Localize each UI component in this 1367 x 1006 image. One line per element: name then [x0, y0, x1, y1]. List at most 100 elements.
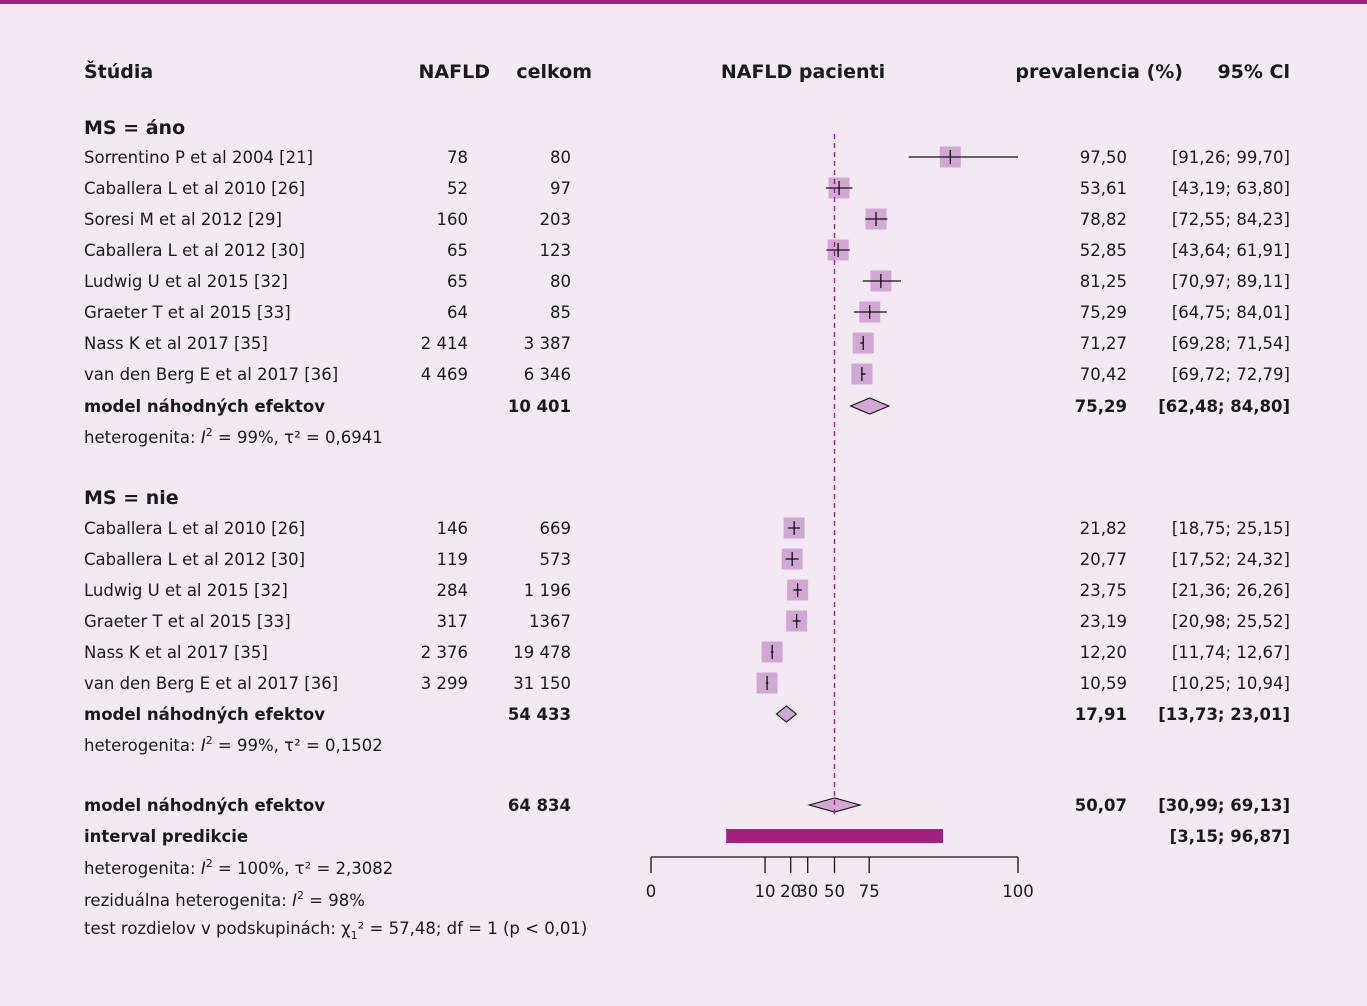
study-name: Ludwig U et al 2015 [32] [84, 272, 288, 291]
overall-heterogeneity-i2-sup: 2 [206, 857, 213, 870]
residual-heterogeneity: reziduálna heterogenita: I2 = 98% [84, 889, 365, 910]
study-ci: [69,72; 72,79] [1172, 365, 1290, 384]
subgroup-test: test rozdielov v podskupinách: χ1² = 57,… [84, 919, 587, 942]
study-name: Nass K et al 2017 [35] [84, 643, 268, 662]
x-axis-tick-label: 20 [780, 882, 801, 901]
study-total: 31 150 [513, 674, 571, 693]
study-ci: [64,75; 84,01] [1172, 303, 1290, 322]
summary-prevalence: 75,29 [1075, 397, 1127, 416]
study-nafld: 146 [437, 519, 469, 538]
summary-label: model náhodných efektov [84, 397, 325, 416]
study-nafld: 65 [447, 241, 468, 260]
study-nafld: 64 [447, 303, 468, 322]
study-nafld: 2 414 [421, 334, 468, 353]
study-prevalence: 70,42 [1080, 365, 1127, 384]
heterogeneity-note-rest: = 99%, τ² = 0,1502 [213, 736, 383, 755]
residual-heterogeneity-rest: = 98% [304, 891, 365, 910]
x-axis-tick-label: 10 [755, 882, 776, 901]
study-nafld: 284 [437, 581, 469, 600]
study-total: 19 478 [513, 643, 571, 662]
study-ci: [20,98; 25,52] [1172, 612, 1290, 631]
study-name: van den Berg E et al 2017 [36] [84, 674, 338, 693]
top-accent-bar [0, 0, 1367, 4]
study-name: Graeter T et al 2015 [33] [84, 612, 291, 631]
x-axis-tick-label: 75 [859, 882, 880, 901]
study-nafld: 52 [447, 179, 468, 198]
prediction-interval-bar [726, 829, 943, 843]
overall-heterogeneity: heterogenita: I2 = 100%, τ² = 2,3082 [84, 857, 393, 878]
heterogeneity-note-rest: = 99%, τ² = 0,6941 [213, 428, 383, 447]
summary-ci: [13,73; 23,01] [1158, 705, 1290, 724]
study-prevalence: 52,85 [1080, 241, 1127, 260]
summary-diamond [775, 705, 798, 723]
study-total: 203 [540, 210, 572, 229]
study-ci: [72,55; 84,23] [1172, 210, 1290, 229]
study-ci: [21,36; 26,26] [1172, 581, 1290, 600]
study-prevalence: 21,82 [1080, 519, 1127, 538]
study-nafld: 78 [447, 148, 468, 167]
heterogeneity-note: heterogenita: I2 = 99%, τ² = 0,6941 [84, 426, 383, 447]
study-ci: [11,74; 12,67] [1172, 643, 1290, 662]
x-axis-tick-label: 100 [1002, 882, 1034, 901]
study-name: Caballera L et al 2012 [30] [84, 241, 305, 260]
header-total: celkom [516, 61, 592, 83]
study-prevalence: 75,29 [1080, 303, 1127, 322]
heterogeneity-note-prefix: heterogenita: [84, 736, 201, 755]
study-prevalence: 10,59 [1080, 674, 1127, 693]
header-study: Štúdia [84, 59, 153, 83]
group-title: MS = nie [84, 487, 179, 509]
study-ci: [10,25; 10,94] [1172, 674, 1290, 693]
header-nafld: NAFLD [419, 61, 490, 83]
study-nafld: 317 [437, 612, 469, 631]
x-axis-tick-label: 50 [824, 882, 845, 901]
study-prevalence: 97,50 [1080, 148, 1127, 167]
study-nafld: 119 [437, 550, 469, 569]
summary-label: model náhodných efektov [84, 705, 325, 724]
prediction-label: interval predikcie [84, 827, 248, 846]
group-title: MS = áno [84, 117, 185, 139]
study-ci: [17,52; 24,32] [1172, 550, 1290, 569]
overall-heterogeneity-rest: = 100%, τ² = 2,3082 [213, 859, 394, 878]
study-total: 1367 [529, 612, 571, 631]
summary-total: 54 433 [508, 705, 571, 724]
study-nafld: 2 376 [421, 643, 468, 662]
study-ci: [69,28; 71,54] [1172, 334, 1290, 353]
residual-heterogeneity-i2-symbol: I [292, 891, 297, 910]
study-ci: [43,64; 61,91] [1172, 241, 1290, 260]
heterogeneity-note: heterogenita: I2 = 99%, τ² = 0,1502 [84, 734, 383, 755]
overall-ci: [30,99; 69,13] [1158, 796, 1290, 815]
study-name: Caballera L et al 2010 [26] [84, 179, 305, 198]
study-total: 669 [540, 519, 572, 538]
column-headers: Štúdia NAFLD celkom NAFLD pacienti preva… [84, 59, 1290, 83]
study-name: Caballera L et al 2012 [30] [84, 550, 305, 569]
summary-total: 10 401 [508, 397, 571, 416]
x-axis-tick-label: 0 [646, 882, 657, 901]
study-nafld: 160 [437, 210, 469, 229]
overall-prevalence: 50,07 [1075, 796, 1127, 815]
subgroup-test-rest: ² = 57,48; df = 1 (p < 0,01) [358, 919, 588, 938]
summary-diamond [849, 397, 891, 415]
study-total: 6 346 [524, 365, 571, 384]
subgroup-test-df-sub: 1 [351, 929, 358, 942]
heterogeneity-note-prefix: heterogenita: [84, 428, 201, 447]
study-total: 573 [540, 550, 572, 569]
heterogeneity-note-i2-symbol: I [201, 428, 206, 447]
study-prevalence: 71,27 [1080, 334, 1127, 353]
study-name: Caballera L et al 2010 [26] [84, 519, 305, 538]
study-total: 123 [540, 241, 572, 260]
subgroup-test-prefix: test rozdielov v podskupinách: χ [84, 919, 351, 938]
study-name: Sorrentino P et al 2004 [21] [84, 148, 313, 167]
study-name: Ludwig U et al 2015 [32] [84, 581, 288, 600]
study-nafld: 4 469 [421, 365, 468, 384]
study-nafld: 3 299 [421, 674, 468, 693]
study-total: 1 196 [524, 581, 571, 600]
study-prevalence: 12,20 [1080, 643, 1127, 662]
study-total: 97 [550, 179, 571, 198]
header-ci: 95% Cl [1217, 61, 1290, 83]
study-prevalence: 78,82 [1080, 210, 1127, 229]
study-ci: [91,26; 99,70] [1172, 148, 1290, 167]
study-ci: [70,97; 89,11] [1172, 272, 1290, 291]
study-ci: [43,19; 63,80] [1172, 179, 1290, 198]
